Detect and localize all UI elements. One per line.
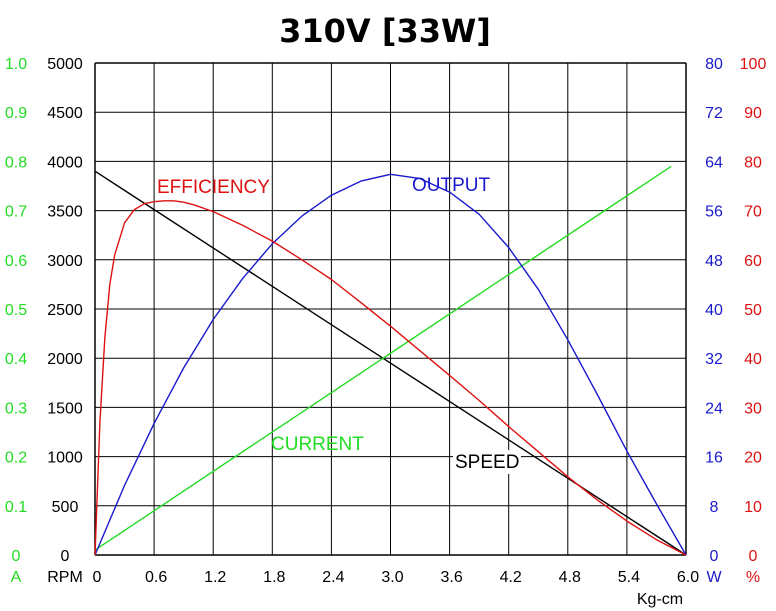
x-tick-label: 3.0 [381,569,403,586]
series-label-speed: SPEED [455,452,519,473]
output-tick-label: 16 [705,450,723,467]
speed-tick-label: 2000 [47,351,83,368]
efficiency-tick-label: 70 [744,204,762,221]
series-line-output [94,173,687,556]
speed-tick-label: 1500 [47,400,83,417]
efficiency-tick-label: 100 [740,56,767,73]
efficiency-tick-label: 90 [744,105,762,122]
x-tick-label: 1.2 [204,569,226,586]
x-tick-label: 4.8 [559,569,581,586]
efficiency-tick-label: 80 [744,154,762,171]
efficiency-tick-label: 30 [744,400,762,417]
current-tick-label: 0.2 [5,450,27,467]
plot-series [94,165,687,556]
x-tick-label: 5.4 [618,569,640,586]
efficiency-tick-label: 50 [744,302,762,319]
output-tick-label: 64 [705,154,723,171]
x-tick-label: 0.6 [145,569,167,586]
axis-labels: 00.10.20.30.40.50.60.70.80.91.0A05001000… [5,56,767,608]
speed-tick-label: 5000 [47,56,83,73]
speed-tick-label: 1000 [47,450,83,467]
series-line-speed [94,170,687,556]
speed-tick-label: 0 [61,548,70,565]
efficiency-tick-label: 40 [744,351,762,368]
series-label-output: OUTPUT [412,175,491,196]
x-unit-label: Kg-cm [637,591,683,608]
current-tick-label: 0.3 [5,400,27,417]
output-tick-label: 48 [705,253,723,270]
speed-tick-label: 4000 [47,154,83,171]
speed-label-background [453,450,521,474]
output-tick-label: 24 [705,400,723,417]
series-line-efficiency [94,200,687,556]
x-tick-label: 2.4 [322,569,344,586]
x-tick-label: 0 [93,569,102,586]
series-line-current [94,165,672,551]
current-tick-label: 1.0 [5,56,27,73]
output-tick-label: 40 [705,302,723,319]
current-tick-label: 0.4 [5,351,27,368]
current-tick-label: 0.9 [5,105,27,122]
current-tick-label: 0 [12,548,21,565]
series-label-current: CURRENT [271,434,364,455]
efficiency-tick-label: 20 [744,450,762,467]
current-unit-label: A [11,569,22,586]
efficiency-tick-label: 10 [744,499,762,516]
output-tick-label: 72 [705,105,723,122]
output-tick-label: 56 [705,204,723,221]
current-tick-label: 0.8 [5,154,27,171]
x-tick-label: 6.0 [677,569,699,586]
output-tick-label: 80 [705,56,723,73]
x-tick-label: 1.8 [263,569,285,586]
speed-tick-label: 3000 [47,253,83,270]
speed-tick-label: 500 [52,499,79,516]
speed-tick-label: 3500 [47,204,83,221]
series-labels: SPEED CURRENT OUTPUT EFFICIENCY [157,175,521,474]
chart-title: 310V [33W] [279,12,491,50]
x-tick-label: 3.6 [440,569,462,586]
output-unit-label: W [706,569,722,586]
current-tick-label: 0.1 [5,499,27,516]
plot-grid [94,62,687,556]
current-tick-label: 0.7 [5,204,27,221]
speed-tick-label: 4500 [47,105,83,122]
current-tick-label: 0.6 [5,253,27,270]
speed-tick-label: 2500 [47,302,83,319]
efficiency-unit-label: % [746,569,760,586]
efficiency-tick-label: 60 [744,253,762,270]
efficiency-tick-label: 0 [749,548,758,565]
current-tick-label: 0.5 [5,302,27,319]
output-tick-label: 32 [705,351,723,368]
output-tick-label: 0 [710,548,719,565]
output-tick-label: 8 [710,499,719,516]
x-tick-label: 4.2 [500,569,522,586]
speed-unit-label: RPM [47,569,83,586]
series-label-efficiency: EFFICIENCY [157,177,270,198]
